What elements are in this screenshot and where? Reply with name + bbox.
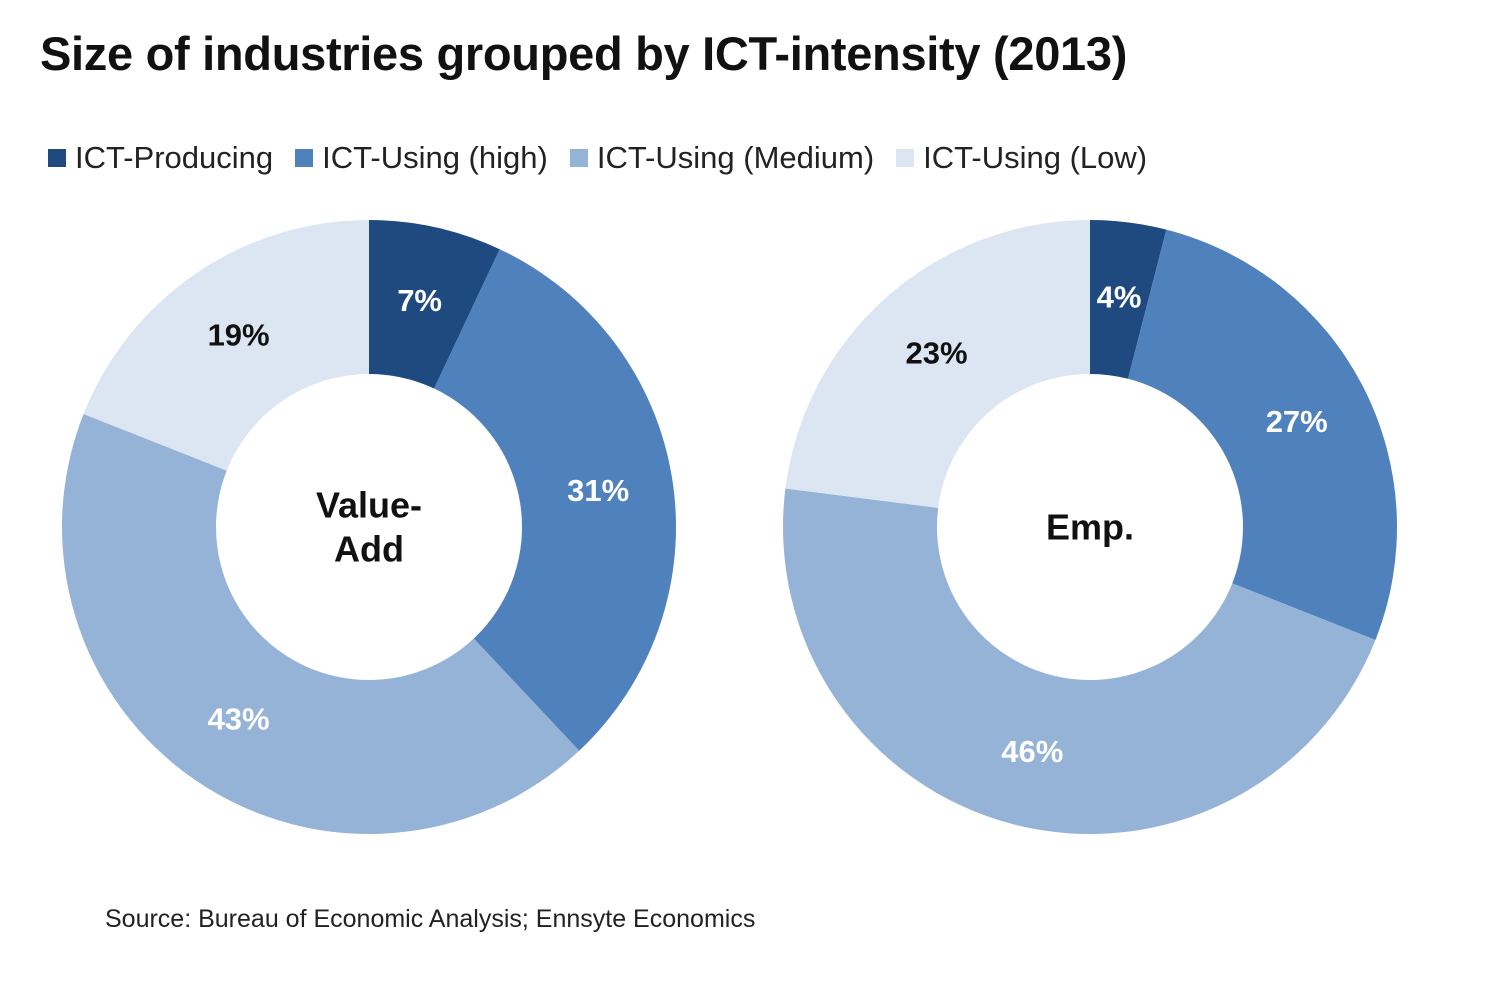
legend-label: ICT-Using (Medium) xyxy=(596,140,875,175)
data-label-ict-using-high: 27% xyxy=(1266,404,1328,439)
legend-swatch xyxy=(295,149,314,167)
legend-label: ICT-Producing xyxy=(75,140,274,175)
slice-ict-using-low xyxy=(83,220,369,471)
legend-label: ICT-Using (high) xyxy=(322,140,548,175)
legend-swatch xyxy=(48,149,66,167)
chart-title: Size of industries grouped by ICT-intens… xyxy=(40,27,1128,80)
slice-ict-using-high xyxy=(434,249,676,751)
slice-ict-producing xyxy=(369,220,500,389)
data-label-ict-using-medium: 43% xyxy=(208,701,270,736)
donut-value-add: 7% 31% 43% 19% Value-Add xyxy=(62,220,676,834)
legend-item-ict-using-medium: ICT-Using (Medium) xyxy=(569,140,875,176)
data-label-ict-using-medium: 46% xyxy=(1001,734,1063,769)
legend-item-ict-producing: ICT-Producing xyxy=(48,140,273,176)
slice-ict-using-medium xyxy=(62,413,580,834)
legend-swatch xyxy=(569,149,588,167)
data-label-ict-producing: 7% xyxy=(397,283,442,318)
slice-ict-using-high xyxy=(1128,229,1397,641)
center-label: Emp. xyxy=(1046,507,1134,548)
center-label: Add xyxy=(334,529,404,570)
source-note: Source: Bureau of Economic Analysis; Enn… xyxy=(105,905,756,933)
donut-employment: 4% 27% 46% 23% Emp. xyxy=(782,220,1397,835)
center-label: Value- xyxy=(316,485,422,526)
legend-label: ICT-Using (Low) xyxy=(923,140,1148,175)
legend-swatch xyxy=(896,149,915,167)
data-label-ict-using-low: 19% xyxy=(208,318,270,353)
legend: ICT-Producing ICT-Using (high) ICT-Using… xyxy=(48,140,1169,176)
data-label-ict-producing: 4% xyxy=(1097,279,1142,314)
legend-item-ict-using-high: ICT-Using (high) xyxy=(295,140,548,176)
data-label-ict-using-high: 31% xyxy=(567,473,629,508)
slice-ict-using-low xyxy=(785,220,1090,508)
legend-item-ict-using-low: ICT-Using (Low) xyxy=(896,140,1147,176)
slice-ict-producing xyxy=(1090,220,1167,379)
slice-ict-using-medium xyxy=(782,488,1376,835)
data-label-ict-using-low: 23% xyxy=(906,335,968,370)
